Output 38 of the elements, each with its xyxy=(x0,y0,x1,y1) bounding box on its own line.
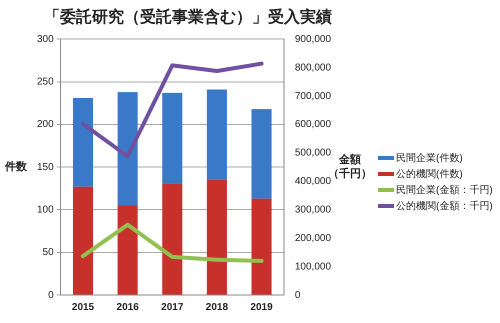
x-tick-label: 2017 xyxy=(161,302,184,313)
y2-tick-label: 500,000 xyxy=(294,148,332,159)
y2-tick-label: 0 xyxy=(294,290,301,301)
y2-tick-label: 400,000 xyxy=(294,176,332,188)
x-tick-label: 2015 xyxy=(72,302,95,313)
y-tick-label: 0 xyxy=(48,290,54,301)
y2-tick-label: 200,000 xyxy=(294,232,332,244)
chart-title: 「委託研究（受託事業含む）」受入実績 xyxy=(44,7,332,26)
bar xyxy=(118,205,138,294)
bar xyxy=(206,90,227,180)
y-axis-title: 件数 xyxy=(4,160,28,174)
y-tick-label: 250 xyxy=(36,76,54,88)
bar xyxy=(251,198,272,294)
y-tick-label: 200 xyxy=(36,119,54,130)
y-tick-label: 150 xyxy=(36,162,54,173)
bar xyxy=(118,92,138,206)
y2-tick-label: 600,000 xyxy=(294,119,332,130)
bar xyxy=(251,109,272,199)
x-tick-label: 2019 xyxy=(250,302,274,313)
y2-tick-label: 100,000 xyxy=(294,261,332,272)
y2-tick-label: 700,000 xyxy=(294,90,332,102)
bar xyxy=(72,98,94,187)
bar xyxy=(162,92,182,184)
x-tick-label: 2018 xyxy=(206,302,228,313)
bar xyxy=(206,180,227,294)
y2-tick-label: 300,000 xyxy=(294,204,332,216)
y2-tick-label: 800,000 xyxy=(294,62,332,74)
bar xyxy=(162,183,182,294)
legend-label: 民間企業(金額：千円) xyxy=(396,184,493,197)
bar xyxy=(72,186,94,294)
legend-label: 民間企業(件数) xyxy=(396,152,463,165)
y-tick-label: 100 xyxy=(36,204,54,216)
x-tick-label: 2016 xyxy=(116,302,140,313)
y2-tick-label: 900,000 xyxy=(294,34,332,45)
y-tick-label: 300 xyxy=(36,34,54,45)
legend-label: 公的機関(金額：千円) xyxy=(396,200,493,213)
legend-label: 公的機関(件数) xyxy=(396,168,463,181)
y-tick-label: 50 xyxy=(42,247,54,258)
